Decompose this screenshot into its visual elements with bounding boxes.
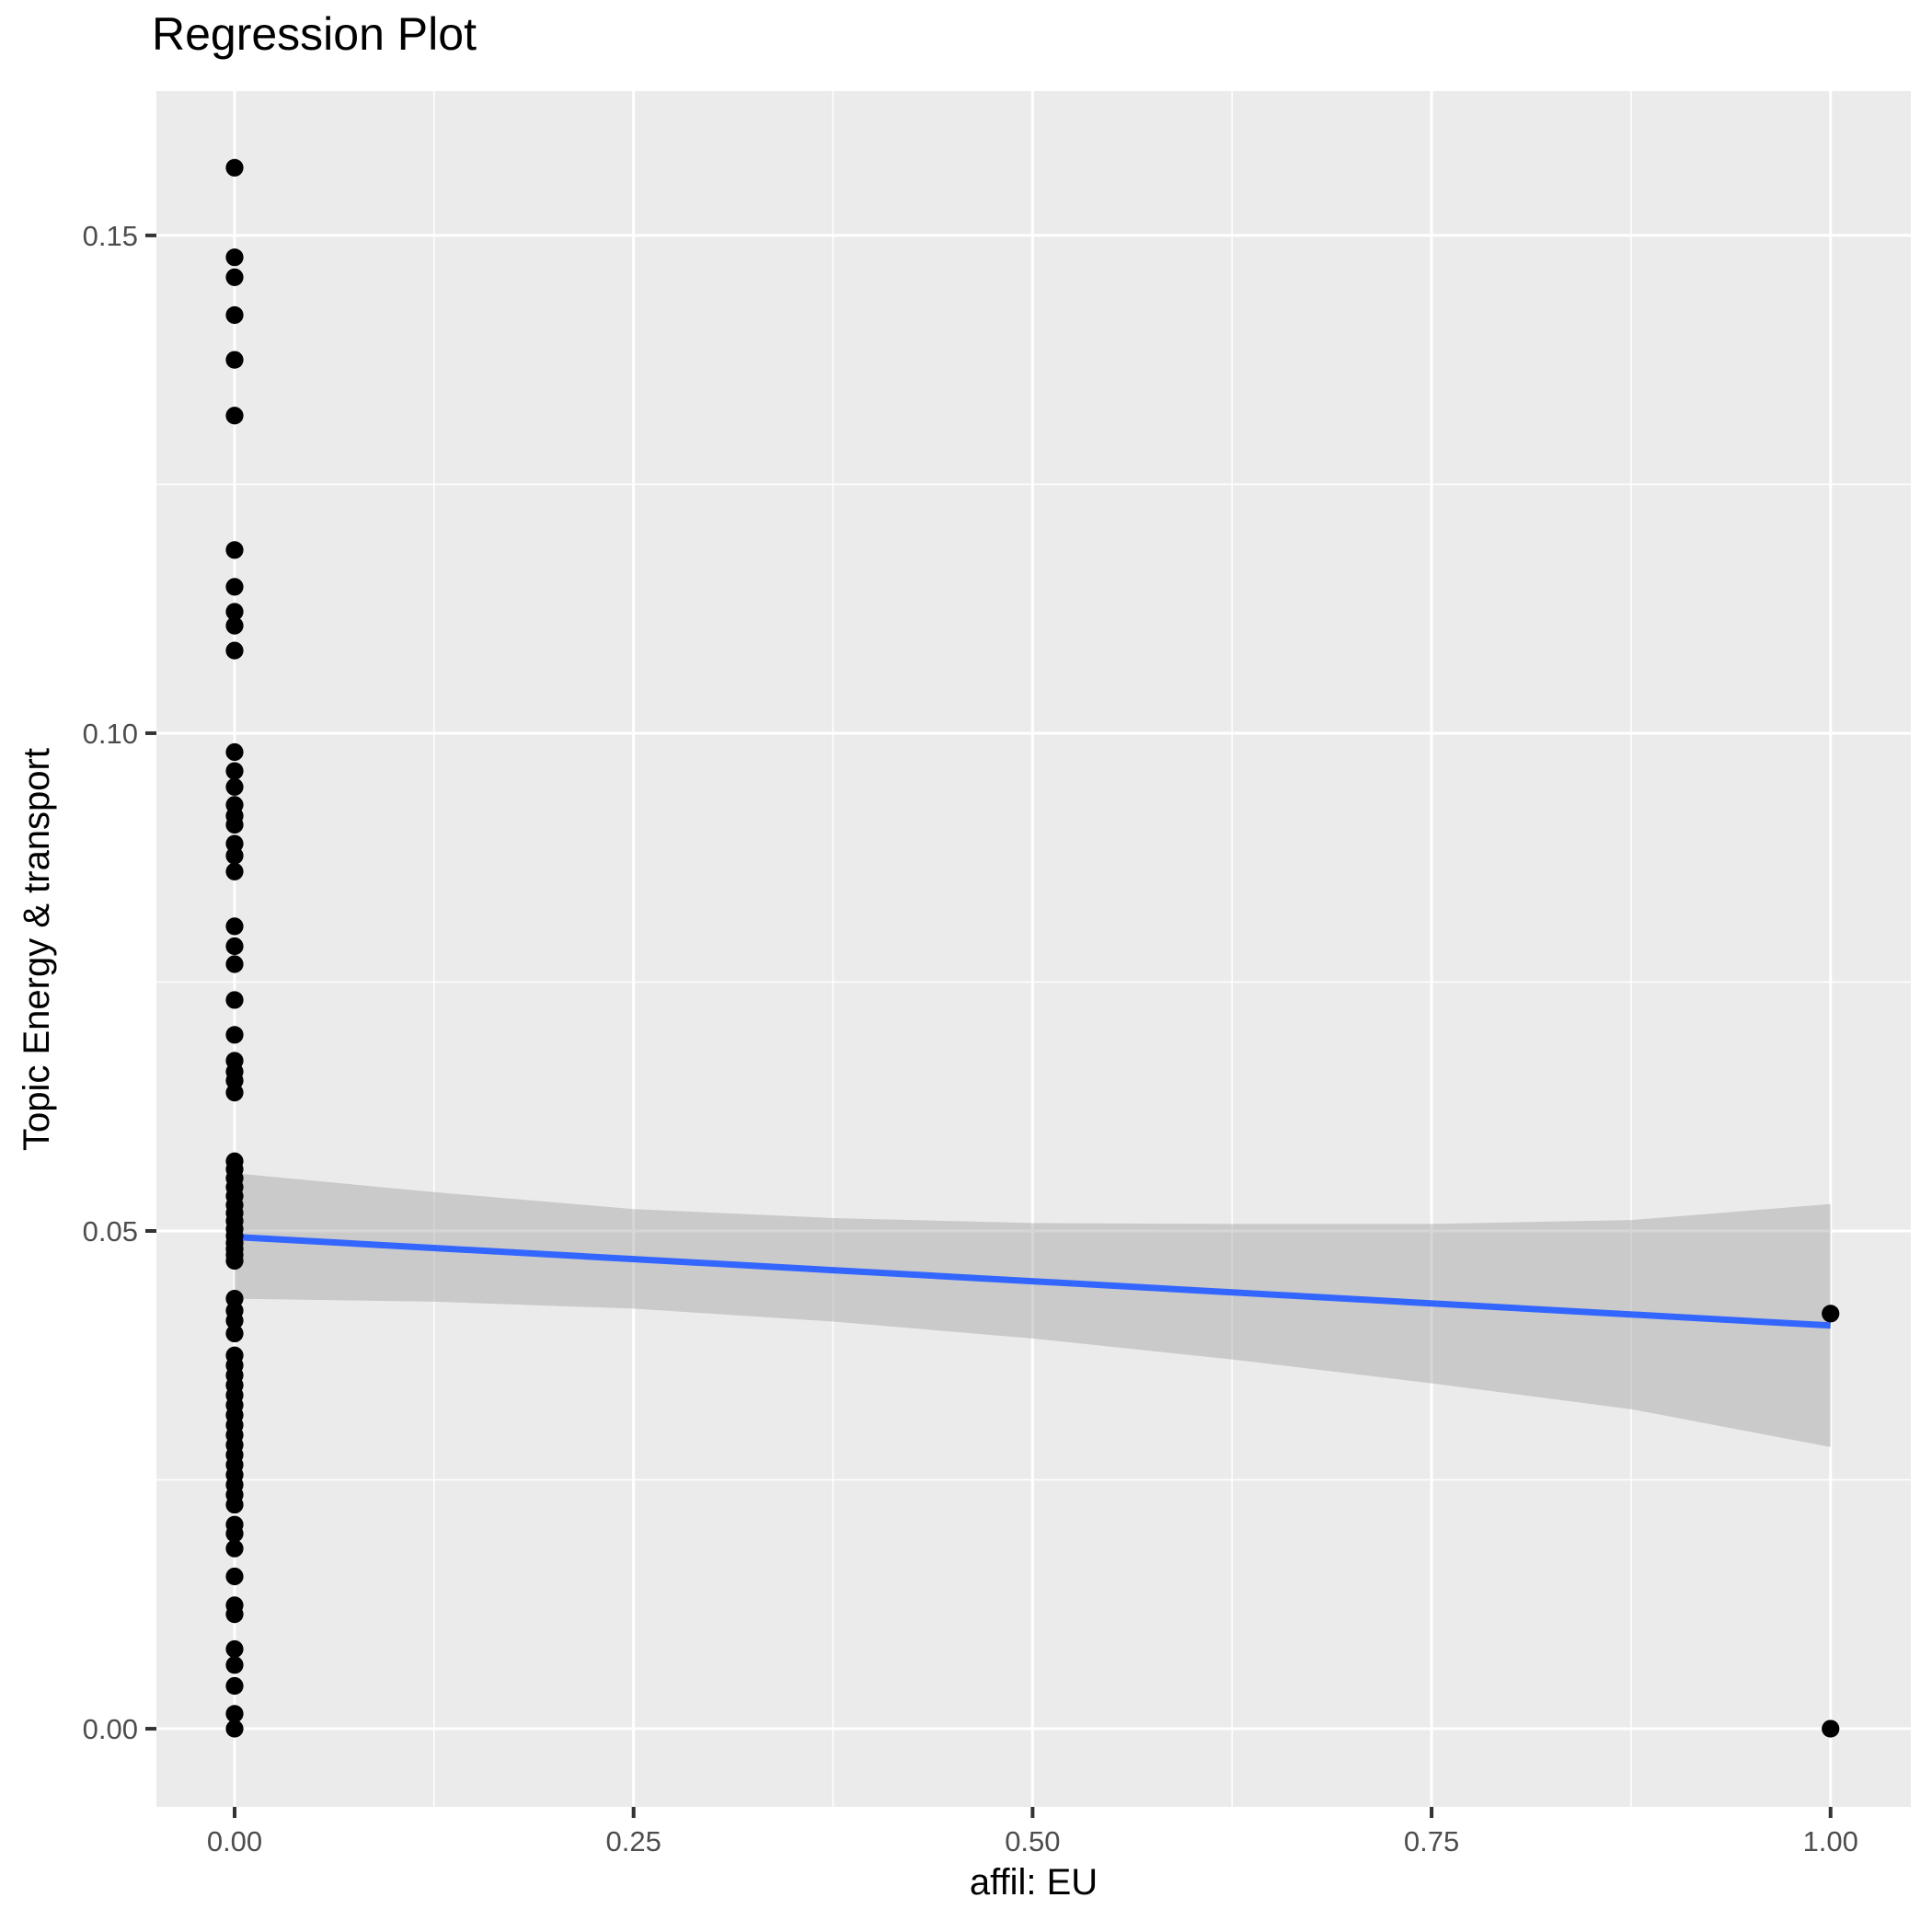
data-point xyxy=(225,1026,244,1044)
data-point xyxy=(225,541,244,559)
data-point xyxy=(225,351,244,369)
data-point xyxy=(225,603,244,621)
data-point xyxy=(225,158,244,177)
data-point xyxy=(225,917,244,936)
x-tick-label: 0.75 xyxy=(1404,1825,1459,1857)
data-point xyxy=(1822,1305,1840,1323)
data-point xyxy=(225,578,244,596)
data-point xyxy=(225,1524,244,1543)
data-point xyxy=(225,1639,244,1659)
data-point xyxy=(225,1495,244,1514)
data-point xyxy=(225,1083,244,1102)
data-point xyxy=(225,762,244,780)
data-point xyxy=(225,1251,244,1271)
data-point xyxy=(225,1676,244,1696)
data-point xyxy=(225,815,244,834)
data-point xyxy=(225,305,244,325)
data-point xyxy=(225,937,244,956)
plot-title: Regression Plot xyxy=(152,8,477,60)
data-point xyxy=(225,616,244,635)
data-point xyxy=(225,846,244,865)
data-point xyxy=(225,1324,244,1343)
data-point xyxy=(225,641,244,660)
data-point xyxy=(225,1656,244,1674)
data-point xyxy=(1822,1719,1840,1738)
x-tick-label: 1.00 xyxy=(1803,1825,1858,1857)
data-point xyxy=(225,991,244,1009)
data-point xyxy=(225,1311,244,1329)
data-point xyxy=(225,248,244,267)
data-point xyxy=(225,1567,244,1586)
x-axis-title: affil: EU xyxy=(969,1862,1098,1903)
x-tick-label: 0.50 xyxy=(1005,1825,1060,1857)
regression-line xyxy=(234,1234,1831,1329)
data-point xyxy=(225,268,244,286)
y-tick-label: 0.10 xyxy=(83,718,138,750)
y-tick-label: 0.00 xyxy=(83,1713,138,1745)
confidence-band xyxy=(235,1173,1831,1447)
y-tick-label: 0.15 xyxy=(83,220,138,252)
data-point xyxy=(225,862,244,880)
data-point xyxy=(225,1719,244,1738)
data-point xyxy=(225,777,244,796)
data-point xyxy=(225,1605,244,1624)
x-tick-label: 0.00 xyxy=(207,1825,262,1857)
data-point xyxy=(225,1539,244,1558)
x-tick-label: 0.25 xyxy=(606,1825,661,1857)
y-tick-label: 0.05 xyxy=(83,1215,138,1248)
data-point xyxy=(225,407,244,425)
data-point xyxy=(225,955,244,973)
data-point xyxy=(225,742,244,762)
data-point xyxy=(225,1705,244,1723)
